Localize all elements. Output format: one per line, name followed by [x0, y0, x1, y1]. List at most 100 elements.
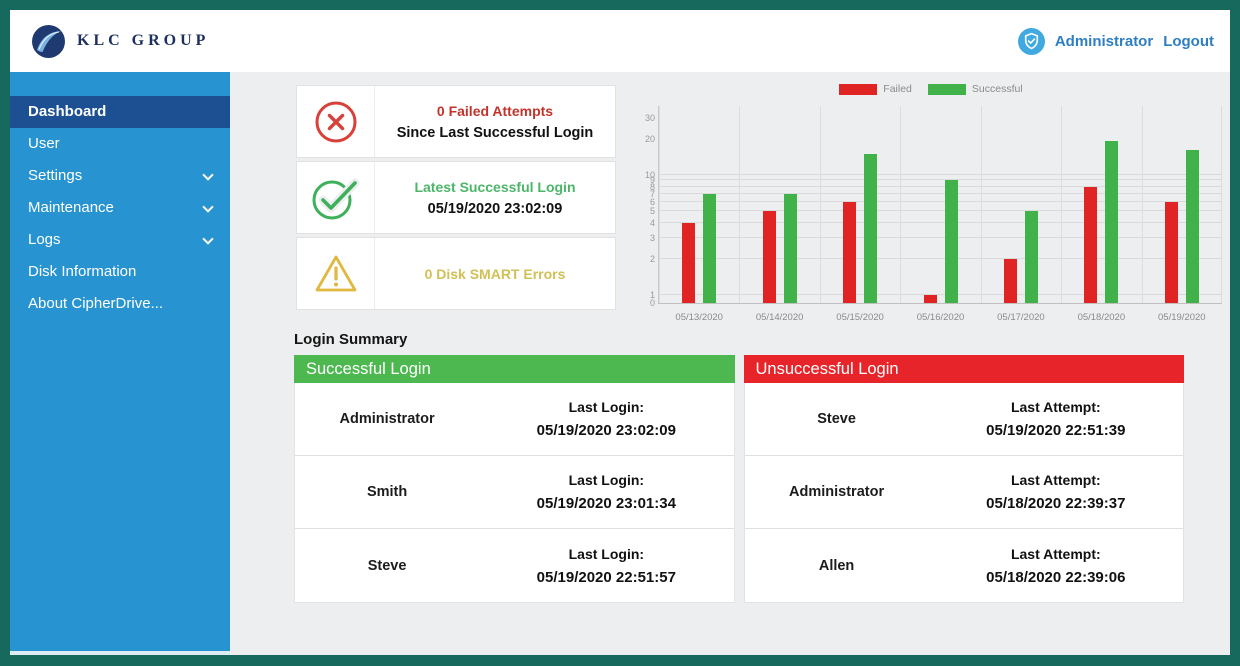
sidebar-item-label: Dashboard [28, 103, 107, 120]
bar-successful [783, 193, 797, 303]
sidebar-item-dashboard[interactable]: Dashboard [10, 96, 230, 128]
y-tick-label: 3 [649, 232, 655, 243]
chevron-down-icon [202, 201, 214, 213]
legend-label: Successful [971, 83, 1023, 95]
gridline-horizontal [659, 173, 1222, 175]
user-name: Steve [817, 411, 856, 427]
bar-failed [1003, 258, 1017, 303]
x-tick-label: 05/15/2020 [836, 312, 884, 323]
x-tick-label: 05/14/2020 [755, 312, 804, 323]
body: Dashboard User Settings Maintenance Logs… [10, 72, 1230, 655]
card-subline: 05/19/2020 23:02:09 [427, 200, 563, 217]
table-body: Administrator Last Login: 05/19/2020 23:… [294, 383, 735, 603]
unsuccessful-login-table: Unsuccessful Login Steve Last Attempt: 0… [743, 355, 1184, 603]
legend-label: Failed [883, 83, 912, 95]
administrator-link[interactable]: Administrator [1054, 32, 1154, 50]
brand-name: KLC GROUP [77, 32, 210, 49]
sidebar-item-disk-information[interactable]: Disk Information [10, 256, 230, 288]
sidebar-item-maintenance[interactable]: Maintenance [10, 192, 230, 224]
bar-failed [923, 295, 937, 303]
login-datetime: 05/18/2020 22:39:06 [986, 568, 1126, 586]
table-body: Steve Last Attempt: 05/19/2020 22:51:39 … [743, 383, 1184, 603]
sidebar-item-label: Logs [28, 231, 61, 248]
top-header: KLC GROUP Administrator Logout [10, 10, 1230, 72]
login-datetime: 05/18/2020 22:39:37 [986, 495, 1126, 512]
bar-failed [762, 211, 776, 303]
sidebar-item-user[interactable]: User [10, 128, 230, 160]
login-info: Last Attempt: 05/18/2020 22:39:37 [929, 456, 1183, 528]
table-header-unsuccessful: Unsuccessful Login [743, 355, 1184, 383]
login-label: Last Login: [568, 472, 645, 488]
gridline-vertical [1141, 106, 1143, 303]
y-tick-label: 20 [644, 133, 655, 144]
legend-item-successful: Successful [927, 83, 1023, 95]
bar-failed [843, 201, 857, 303]
bar-failed [1164, 201, 1178, 303]
y-tick-label: 6 [649, 196, 655, 207]
login-label: Last Attempt: [1010, 545, 1101, 562]
y-tick-label: 8 [649, 181, 655, 192]
login-attempts-chart: Failed Successful 30 20 10 9 8 7 6 5 4 3 2 1 0 05/13/… [632, 82, 1230, 334]
disk-smart-card: 0 Disk SMART Errors [296, 237, 616, 310]
card-subline: Since Last Successful Login [396, 124, 594, 141]
bar-successful [1105, 141, 1119, 303]
legend-item-failed: Failed [839, 83, 912, 95]
y-tick-label: 10 [644, 169, 655, 180]
table-row: Administrator Last Attempt: 05/18/2020 2… [744, 456, 1183, 529]
y-tick-label: 2 [649, 253, 655, 264]
gridline-vertical [900, 106, 902, 303]
card-headline: 0 Disk SMART Errors [424, 265, 566, 282]
sidebar-item-label: About CipherDrive... [28, 295, 164, 312]
gridline-horizontal [659, 236, 1222, 238]
y-tick-label: 5 [649, 206, 655, 217]
bar-failed [682, 222, 696, 303]
gridline-horizontal [659, 210, 1222, 212]
user-shield-icon[interactable] [1017, 27, 1045, 55]
x-tick-label: 05/19/2020 [1158, 312, 1206, 323]
bar-successful [1185, 150, 1199, 303]
sidebar: Dashboard User Settings Maintenance Logs… [10, 72, 230, 655]
y-tick-label: 4 [649, 217, 655, 228]
card-icon-cell [297, 238, 375, 309]
login-label: Last Login: [568, 545, 645, 562]
gridline-horizontal [659, 257, 1222, 259]
bar-successful [864, 153, 878, 303]
card-icon-cell [297, 86, 375, 157]
x-tick-label: 05/18/2020 [1077, 312, 1126, 323]
status-cards: 0 Failed Attempts Since Last Successful … [296, 85, 616, 310]
y-tick-label: 9 [649, 175, 655, 186]
error-circle-icon [315, 101, 356, 142]
sidebar-item-logs[interactable]: Logs [10, 224, 230, 256]
app-window: KLC GROUP Administrator Logout Dashboard… [10, 10, 1230, 655]
gridline-horizontal [659, 185, 1222, 187]
login-info: Last Login: 05/19/2020 23:02:09 [479, 383, 733, 455]
gridline-horizontal [659, 200, 1222, 202]
card-headline: Latest Successful Login [414, 178, 576, 195]
y-tick-label: 30 [644, 112, 655, 123]
latest-login-card: Latest Successful Login 05/19/2020 23:02… [296, 161, 616, 234]
table-row: Administrator Last Login: 05/19/2020 23:… [295, 383, 734, 456]
gridline-vertical [980, 106, 982, 303]
login-summary-tables: Successful Login Administrator Last Logi… [294, 355, 1184, 603]
logout-link[interactable]: Logout [1163, 32, 1214, 50]
login-info: Last Attempt: 05/18/2020 22:39:06 [929, 529, 1183, 602]
y-tick-label: 0 [649, 298, 655, 308]
user-name: Administrator [339, 411, 435, 427]
failed-attempts-card: 0 Failed Attempts Since Last Successful … [296, 85, 616, 158]
bar-successful [1024, 211, 1038, 303]
main-content: 0 Failed Attempts Since Last Successful … [230, 72, 1230, 655]
successful-login-table: Successful Login Administrator Last Logi… [294, 355, 735, 603]
bar-failed [1084, 186, 1098, 303]
gridline-horizontal [659, 179, 1222, 181]
login-info: Last Attempt: 05/19/2020 22:51:39 [929, 383, 1183, 455]
sidebar-item-label: Disk Information [28, 263, 137, 280]
table-row: Steve Last Attempt: 05/19/2020 22:51:39 [744, 383, 1183, 456]
gridline-horizontal [659, 192, 1222, 194]
card-text: Latest Successful Login 05/19/2020 23:02… [375, 162, 615, 233]
sidebar-item-about-cipherdrive[interactable]: About CipherDrive... [10, 288, 230, 320]
chevron-down-icon [202, 233, 214, 245]
gridline-vertical [819, 106, 821, 303]
sidebar-item-settings[interactable]: Settings [10, 160, 230, 192]
user-name: Administrator [789, 484, 885, 500]
